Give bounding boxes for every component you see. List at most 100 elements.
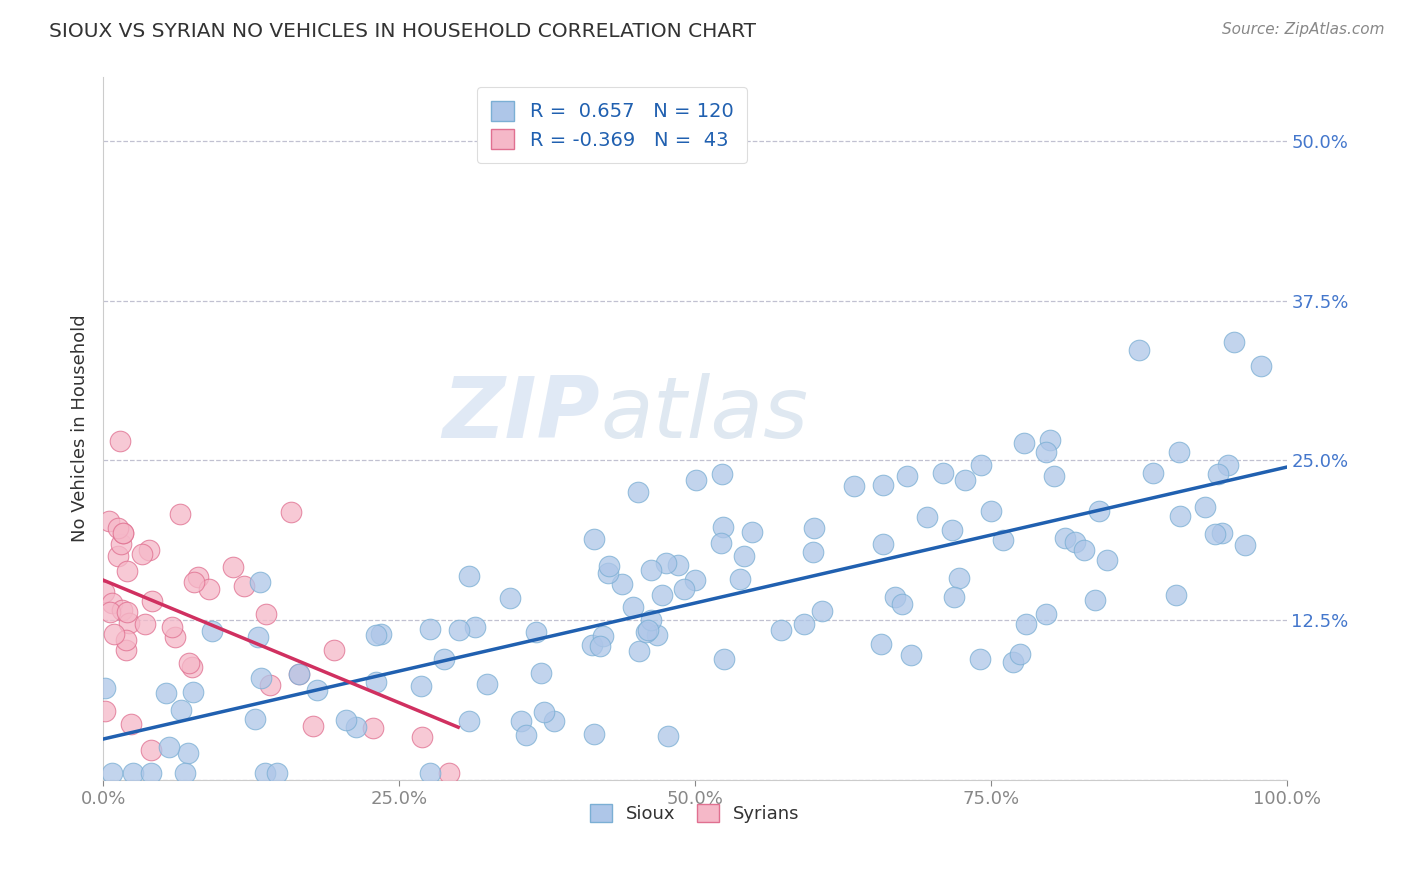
Point <box>943 590 966 604</box>
Point <box>249 574 271 589</box>
Point <box>117 564 139 578</box>
Point <box>733 549 755 563</box>
Point <box>1073 543 1095 558</box>
Point <box>948 571 970 585</box>
Point <box>177 746 200 760</box>
Point <box>628 644 651 658</box>
Point <box>288 666 311 681</box>
Point <box>187 569 209 583</box>
Point <box>94 681 117 695</box>
Point <box>1142 466 1164 480</box>
Point <box>969 652 991 666</box>
Point <box>131 547 153 561</box>
Point <box>322 643 344 657</box>
Point <box>801 545 824 559</box>
Text: Source: ZipAtlas.com: Source: ZipAtlas.com <box>1222 22 1385 37</box>
Point <box>637 623 659 637</box>
Point <box>117 605 139 619</box>
Point <box>464 620 486 634</box>
Point <box>583 727 606 741</box>
Point <box>457 714 479 728</box>
Point <box>118 616 141 631</box>
Point <box>280 505 302 519</box>
Point <box>409 679 432 693</box>
Point <box>530 666 553 681</box>
Point <box>370 627 392 641</box>
Point <box>437 766 460 780</box>
Point <box>685 473 707 487</box>
Point <box>596 566 619 580</box>
Point <box>254 766 277 780</box>
Point <box>1095 553 1118 567</box>
Point <box>655 556 678 570</box>
Point <box>364 675 387 690</box>
Text: ZIP: ZIP <box>443 373 600 456</box>
Point <box>598 558 620 573</box>
Point <box>883 590 905 604</box>
Point <box>636 624 658 639</box>
Point <box>93 585 115 599</box>
Point <box>980 503 1002 517</box>
Point <box>222 559 245 574</box>
Point <box>896 469 918 483</box>
Point <box>730 572 752 586</box>
Point <box>1035 444 1057 458</box>
Point <box>842 479 865 493</box>
Point <box>103 627 125 641</box>
Point <box>1001 656 1024 670</box>
Point <box>141 743 163 757</box>
Point <box>183 574 205 589</box>
Point <box>165 630 187 644</box>
Point <box>170 703 193 717</box>
Point <box>970 458 993 473</box>
Point <box>115 643 138 657</box>
Point <box>533 706 555 720</box>
Point <box>1012 435 1035 450</box>
Point <box>499 591 522 606</box>
Point <box>100 766 122 780</box>
Point <box>811 604 834 618</box>
Point <box>364 628 387 642</box>
Point <box>1206 467 1229 481</box>
Point <box>1128 343 1150 358</box>
Point <box>672 582 695 596</box>
Point <box>666 558 689 573</box>
Point <box>741 525 763 540</box>
Point <box>509 714 531 728</box>
Point <box>174 766 197 780</box>
Point <box>302 719 325 733</box>
Point <box>160 620 183 634</box>
Point <box>543 714 565 728</box>
Point <box>583 532 606 546</box>
Point <box>266 766 288 780</box>
Point <box>141 593 163 607</box>
Point <box>1015 616 1038 631</box>
Point <box>793 616 815 631</box>
Point <box>155 686 177 700</box>
Point <box>1211 525 1233 540</box>
Point <box>1054 532 1077 546</box>
Point <box>183 685 205 699</box>
Point <box>335 714 357 728</box>
Point <box>683 573 706 587</box>
Point <box>1164 588 1187 602</box>
Point <box>101 595 124 609</box>
Point <box>134 616 156 631</box>
Point <box>645 628 668 642</box>
Point <box>915 509 938 524</box>
Point <box>711 519 734 533</box>
Point <box>769 624 792 638</box>
Point <box>120 717 142 731</box>
Point <box>457 569 479 583</box>
Point <box>524 625 547 640</box>
Point <box>110 537 132 551</box>
Point <box>111 526 134 541</box>
Point <box>93 704 115 718</box>
Point <box>592 629 614 643</box>
Point <box>1204 527 1226 541</box>
Point <box>305 682 328 697</box>
Point <box>657 729 679 743</box>
Point <box>344 720 367 734</box>
Point <box>713 652 735 666</box>
Text: atlas: atlas <box>600 373 808 456</box>
